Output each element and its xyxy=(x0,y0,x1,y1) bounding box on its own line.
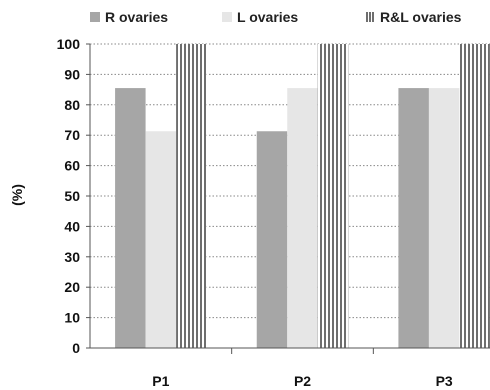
x-tick-label: P3 xyxy=(436,373,453,389)
bar-p1-3 xyxy=(176,44,207,348)
bars xyxy=(115,44,490,348)
y-tick-label: 30 xyxy=(64,249,80,265)
legend-label: R ovaries xyxy=(105,9,168,25)
legend-item: R&L ovaries xyxy=(365,9,462,25)
y-tick-label: 40 xyxy=(64,218,80,234)
y-axis-label: (%) xyxy=(9,184,25,206)
x-tick-labels: P1 P2 P3 xyxy=(152,373,453,389)
y-tick-label: 50 xyxy=(64,188,80,204)
legend-label: R&L ovaries xyxy=(380,9,462,25)
bar-p2-2 xyxy=(287,88,318,348)
legend-item: R ovaries xyxy=(90,9,168,25)
y-tick-label: 0 xyxy=(72,340,80,356)
x-tick-label: P2 xyxy=(294,373,311,389)
y-tick-label: 90 xyxy=(64,66,80,82)
y-tick-label: 10 xyxy=(64,310,80,326)
y-tick-label: 70 xyxy=(64,127,80,143)
bar-p1-1 xyxy=(115,88,146,348)
y-tick-label: 100 xyxy=(57,36,81,52)
y-tick-label: 60 xyxy=(64,158,80,174)
legend-label: L ovaries xyxy=(237,9,298,25)
bar-p1-2 xyxy=(145,131,177,348)
x-tick-label: P1 xyxy=(152,373,169,389)
bar-p2-1 xyxy=(256,131,288,348)
bar-p2-3 xyxy=(317,44,349,348)
legend-swatch xyxy=(365,12,375,22)
legend: R ovaries L ovaries R&L ovaries xyxy=(90,9,462,25)
legend-item: L ovaries xyxy=(222,9,298,25)
bar-p3-3 xyxy=(459,44,490,348)
bar-p3-1 xyxy=(398,88,429,348)
bar-p3-2 xyxy=(428,88,460,348)
legend-swatch xyxy=(222,12,232,22)
y-tick-labels: 0 10 20 30 40 50 60 70 80 90 100 xyxy=(57,36,90,356)
y-tick-label: 80 xyxy=(64,97,80,113)
legend-swatch xyxy=(90,12,100,22)
y-tick-label: 20 xyxy=(64,279,80,295)
